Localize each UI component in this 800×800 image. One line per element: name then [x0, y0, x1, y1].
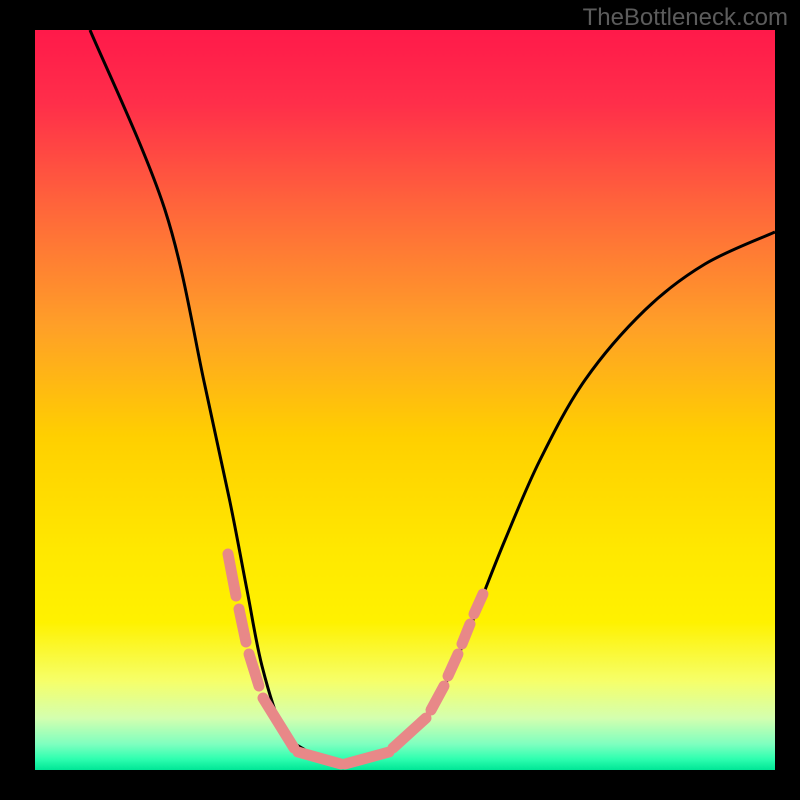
highlight-segment	[345, 752, 389, 764]
highlight-segment	[462, 624, 470, 644]
bottleneck-curve	[90, 30, 775, 764]
highlight-segment	[298, 752, 341, 764]
chart-container: TheBottleneck.com	[0, 0, 800, 800]
highlight-segment	[474, 594, 483, 614]
curve-overlay	[35, 30, 775, 770]
plot-area	[35, 30, 775, 770]
highlight-segment	[239, 609, 246, 642]
highlight-segment	[263, 698, 294, 748]
highlight-segment	[249, 654, 259, 686]
highlight-segment	[228, 554, 236, 596]
highlight-segment	[393, 718, 426, 748]
highlight-segment	[448, 654, 458, 676]
highlight-segment	[431, 686, 444, 710]
watermark-label: TheBottleneck.com	[583, 4, 788, 32]
